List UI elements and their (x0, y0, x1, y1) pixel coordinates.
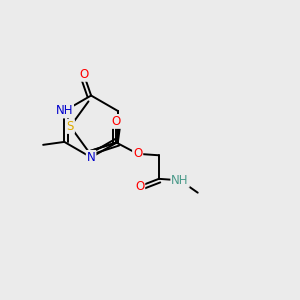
Text: O: O (135, 180, 144, 193)
Text: NH: NH (171, 174, 189, 187)
Text: O: O (79, 68, 88, 81)
Text: N: N (87, 151, 95, 164)
Text: O: O (133, 147, 142, 160)
Text: NH: NH (56, 104, 73, 118)
Text: S: S (67, 120, 74, 133)
Text: O: O (112, 115, 121, 128)
